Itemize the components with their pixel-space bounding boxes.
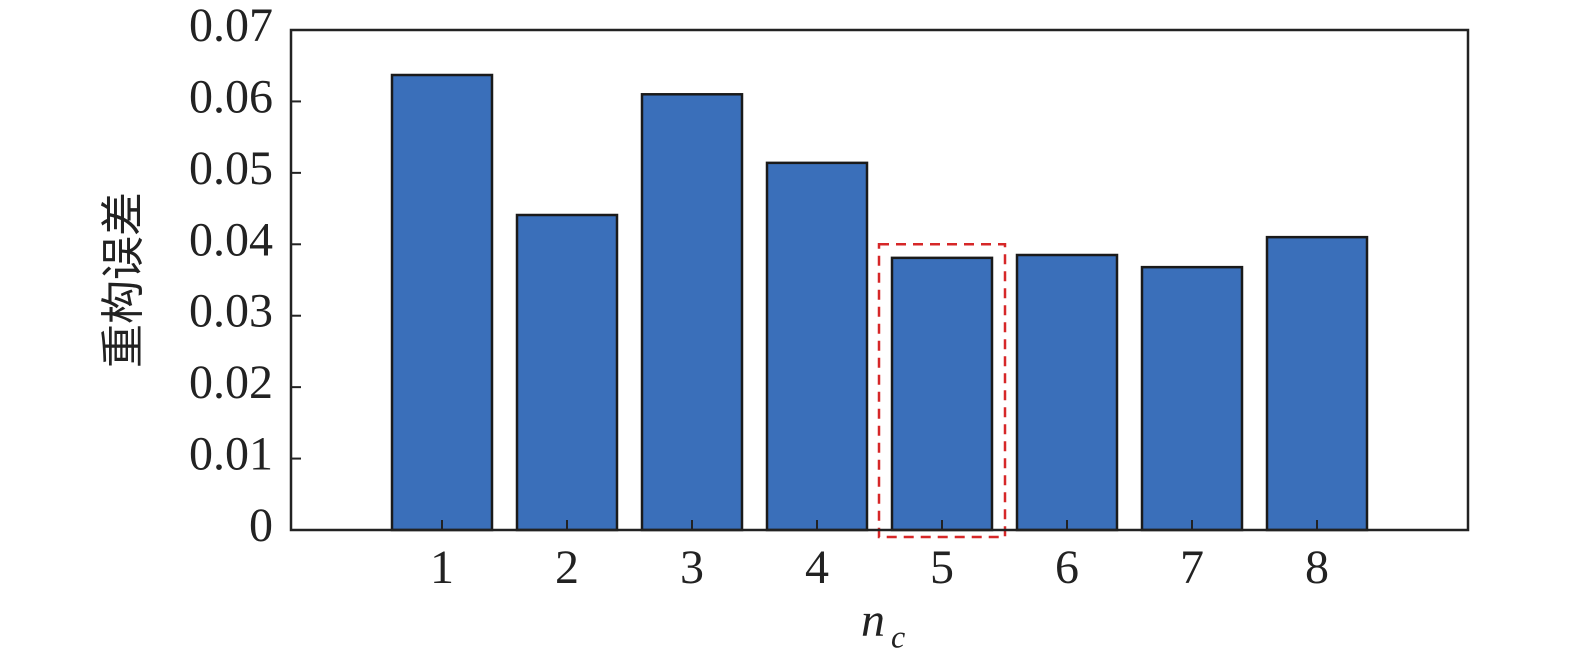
x-axis-label-subscript: c: [891, 618, 905, 654]
bar: [890, 256, 994, 532]
y-tick-label: 0.01: [189, 428, 273, 481]
bar: [1015, 253, 1119, 532]
x-axis-label: n: [861, 594, 885, 647]
y-tick-label: 0.05: [189, 142, 273, 195]
highlight-box: [877, 243, 1007, 539]
x-tick-label: 1: [430, 541, 454, 594]
x-tick-label: 3: [680, 541, 704, 594]
x-tick-label: 7: [1180, 541, 1204, 594]
x-tick-label: 5: [930, 541, 954, 594]
x-tick-label: 2: [555, 541, 579, 594]
y-tick-label: 0: [249, 499, 273, 552]
y-tick-label: 0.04: [189, 213, 273, 266]
y-tick-label: 0.07: [189, 0, 273, 52]
bar: [640, 93, 744, 532]
y-tick-label: 0.03: [189, 285, 273, 338]
y-tick-label: 0.02: [189, 356, 273, 409]
x-tick-label: 4: [805, 541, 829, 594]
x-tick-label: 6: [1055, 541, 1079, 594]
bar: [390, 73, 494, 532]
bar: [1265, 235, 1369, 532]
bar: [1140, 265, 1244, 532]
bar: [765, 161, 869, 532]
bar: [515, 213, 619, 532]
y-tick-label: 0.06: [189, 70, 273, 123]
plot-frame: [289, 28, 1470, 532]
y-axis-label: 重构误差: [99, 192, 148, 368]
x-tick-label: 8: [1305, 541, 1329, 594]
